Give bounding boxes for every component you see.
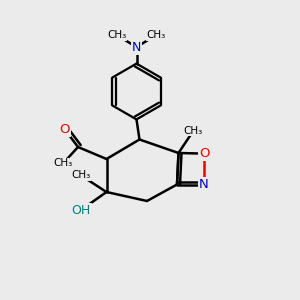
Text: CH₃: CH₃ — [71, 170, 91, 181]
Text: CH₃: CH₃ — [184, 125, 203, 136]
Text: CH₃: CH₃ — [146, 30, 166, 40]
Text: O: O — [59, 122, 70, 136]
Text: OH: OH — [71, 203, 91, 217]
Text: N: N — [132, 40, 141, 54]
Text: N: N — [199, 178, 209, 191]
Text: CH₃: CH₃ — [53, 158, 73, 169]
Text: O: O — [199, 147, 209, 160]
Text: CH₃: CH₃ — [107, 30, 127, 40]
